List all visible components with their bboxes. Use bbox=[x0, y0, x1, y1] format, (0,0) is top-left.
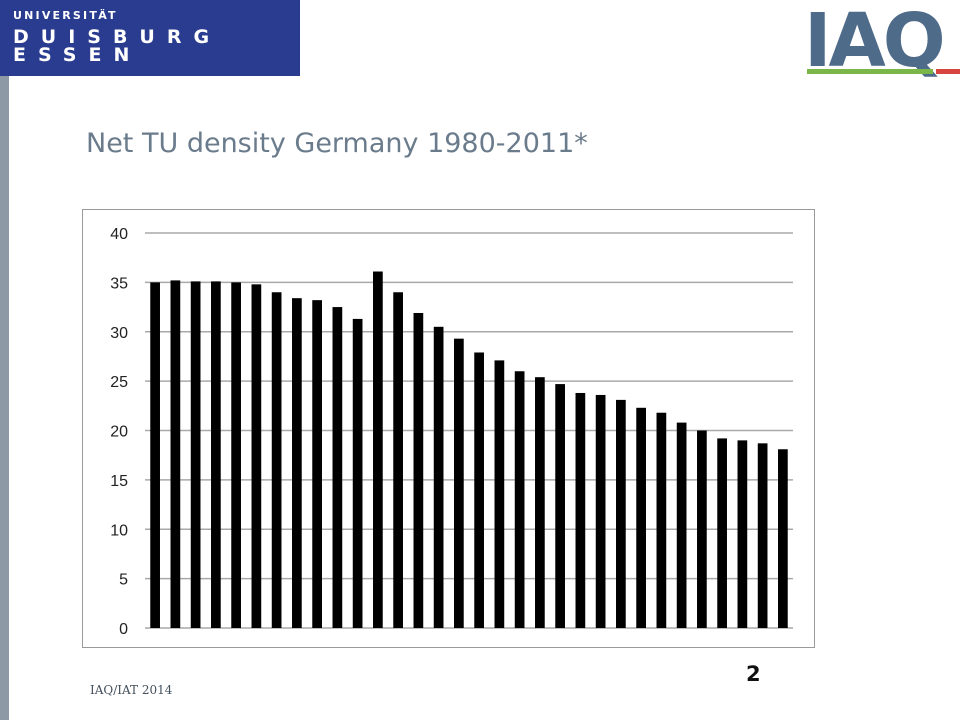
footer-text: IAQ/IAT 2014 bbox=[90, 683, 173, 697]
bar-2011 bbox=[778, 449, 788, 628]
bar-1994 bbox=[433, 326, 444, 628]
y-tick-label: 20 bbox=[110, 424, 128, 441]
bar-2007 bbox=[697, 430, 707, 628]
bar-2002 bbox=[595, 394, 606, 628]
bar-1990 bbox=[352, 318, 363, 628]
iaq-logo-red-underline bbox=[936, 69, 960, 74]
bar-1985 bbox=[251, 284, 262, 628]
y-tick-label: 40 bbox=[110, 226, 128, 243]
y-tick-label: 30 bbox=[110, 325, 128, 342]
y-tick-label: 15 bbox=[110, 473, 128, 490]
bar-1992 bbox=[393, 292, 403, 628]
bar-1991 bbox=[373, 271, 383, 628]
bar-1983 bbox=[211, 281, 221, 628]
bar-chart: 0 5 10 15 20 25 30 35 40 bbox=[110, 226, 793, 638]
bar-1986 bbox=[271, 292, 282, 628]
bar-2008 bbox=[717, 438, 727, 628]
university-logo-line3: ESSEN bbox=[13, 44, 142, 66]
y-tick-labels: 0 5 10 15 20 25 30 35 40 bbox=[110, 226, 128, 638]
bar-2009 bbox=[737, 440, 748, 628]
bar-1995 bbox=[454, 338, 464, 628]
bar-1996 bbox=[474, 352, 484, 628]
iaq-logo-green-underline bbox=[807, 69, 933, 74]
chart-frame: 0 5 10 15 20 25 30 35 40 bbox=[82, 209, 815, 648]
bar-2005 bbox=[656, 412, 667, 628]
bar-1982 bbox=[190, 281, 201, 628]
bar-1987 bbox=[292, 298, 302, 628]
page-number: 2 bbox=[746, 662, 761, 686]
bar-1989 bbox=[332, 307, 343, 628]
bar-1993 bbox=[413, 312, 424, 628]
bar-2004 bbox=[636, 407, 646, 628]
y-tick-label: 10 bbox=[110, 522, 128, 539]
bar-1997 bbox=[494, 360, 505, 628]
y-tick-label: 35 bbox=[110, 275, 128, 292]
gridlines bbox=[145, 232, 793, 629]
bar-2001 bbox=[575, 392, 586, 628]
bar-1980 bbox=[150, 282, 160, 628]
bar-2010 bbox=[757, 443, 768, 628]
left-accent-bar bbox=[0, 76, 9, 720]
y-tick-label: 0 bbox=[119, 621, 128, 638]
bars bbox=[150, 271, 788, 628]
university-logo-line2: DUISBURG bbox=[13, 26, 222, 48]
bar-1981 bbox=[170, 280, 181, 628]
bar-1999 bbox=[535, 377, 545, 628]
y-tick-label: 5 bbox=[119, 572, 128, 589]
iaq-logo-text: IAQ bbox=[804, 0, 943, 80]
bar-2006 bbox=[676, 422, 687, 628]
iaq-logo: IAQ bbox=[804, 0, 960, 80]
university-logo-line1: UNIVERSITÄT bbox=[13, 9, 118, 22]
bar-1984 bbox=[231, 282, 241, 628]
university-logo: UNIVERSITÄT DUISBURG ESSEN bbox=[0, 0, 300, 76]
y-tick-label: 25 bbox=[110, 374, 128, 391]
bar-1988 bbox=[312, 300, 322, 628]
bar-1998 bbox=[514, 371, 525, 628]
bar-2000 bbox=[555, 384, 565, 628]
slide-title: Net TU density Germany 1980-2011* bbox=[86, 128, 588, 159]
bar-2003 bbox=[616, 399, 626, 628]
